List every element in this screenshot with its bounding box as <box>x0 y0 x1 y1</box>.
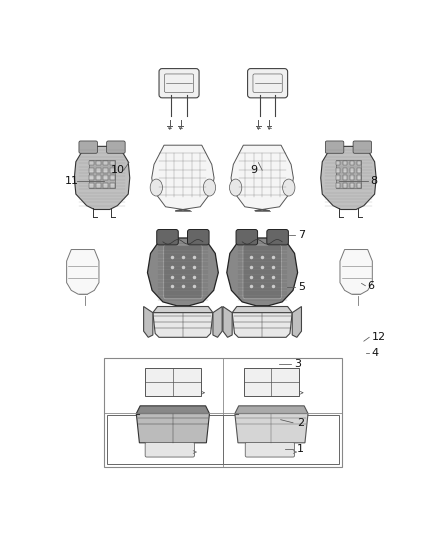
Polygon shape <box>235 406 308 414</box>
Text: 2: 2 <box>297 418 304 428</box>
Bar <box>343 183 347 188</box>
Ellipse shape <box>230 179 242 196</box>
Bar <box>110 168 115 173</box>
FancyBboxPatch shape <box>187 230 209 245</box>
Bar <box>110 175 115 180</box>
Polygon shape <box>235 414 308 443</box>
Polygon shape <box>231 145 293 211</box>
Bar <box>103 175 108 180</box>
Polygon shape <box>321 147 376 209</box>
Bar <box>96 175 101 180</box>
Text: 9: 9 <box>251 165 258 175</box>
Polygon shape <box>153 306 213 313</box>
Bar <box>103 183 108 188</box>
Ellipse shape <box>150 179 162 196</box>
FancyBboxPatch shape <box>164 245 202 299</box>
FancyBboxPatch shape <box>107 141 125 154</box>
Text: 10: 10 <box>111 165 125 175</box>
Bar <box>336 175 340 180</box>
FancyBboxPatch shape <box>247 69 288 98</box>
Polygon shape <box>152 145 214 211</box>
FancyBboxPatch shape <box>325 141 344 154</box>
Polygon shape <box>213 306 222 337</box>
Text: 12: 12 <box>371 332 386 342</box>
FancyBboxPatch shape <box>353 141 371 154</box>
FancyBboxPatch shape <box>236 230 258 245</box>
Ellipse shape <box>203 179 215 196</box>
FancyBboxPatch shape <box>79 141 97 154</box>
Bar <box>103 168 108 173</box>
Polygon shape <box>74 147 130 209</box>
FancyBboxPatch shape <box>267 230 288 245</box>
FancyBboxPatch shape <box>159 69 199 98</box>
Bar <box>89 168 94 173</box>
Text: 5: 5 <box>298 282 305 292</box>
FancyBboxPatch shape <box>145 442 194 457</box>
Bar <box>89 183 94 188</box>
Polygon shape <box>136 406 209 414</box>
Polygon shape <box>292 306 301 337</box>
Bar <box>110 160 115 165</box>
Bar <box>110 183 115 188</box>
Bar <box>89 160 115 188</box>
Text: 8: 8 <box>370 176 377 186</box>
Bar <box>96 168 101 173</box>
Bar <box>357 160 361 165</box>
FancyBboxPatch shape <box>157 230 178 245</box>
Bar <box>343 168 347 173</box>
FancyBboxPatch shape <box>243 245 282 299</box>
Polygon shape <box>232 313 292 337</box>
Bar <box>350 160 354 165</box>
Bar <box>343 175 347 180</box>
Bar <box>145 368 201 396</box>
Bar <box>107 415 339 464</box>
Bar <box>103 358 342 467</box>
Bar <box>350 183 354 188</box>
Text: 3: 3 <box>294 359 301 369</box>
Polygon shape <box>67 249 99 294</box>
Polygon shape <box>227 238 298 306</box>
Bar <box>350 175 354 180</box>
Bar <box>244 368 299 396</box>
Bar <box>357 183 361 188</box>
Text: 4: 4 <box>371 348 379 358</box>
Bar <box>357 168 361 173</box>
Bar <box>357 175 361 180</box>
Polygon shape <box>232 306 292 313</box>
Polygon shape <box>153 313 213 337</box>
Polygon shape <box>223 306 232 337</box>
Polygon shape <box>144 306 153 337</box>
Bar <box>350 168 354 173</box>
Bar <box>89 175 94 180</box>
Bar <box>103 160 108 165</box>
Bar <box>336 183 340 188</box>
Ellipse shape <box>283 179 295 196</box>
FancyBboxPatch shape <box>245 442 294 457</box>
Text: 7: 7 <box>298 230 306 240</box>
Polygon shape <box>340 249 372 294</box>
Polygon shape <box>136 414 209 443</box>
Text: 11: 11 <box>65 176 79 186</box>
Bar <box>89 160 94 165</box>
Bar <box>96 183 101 188</box>
Bar <box>336 160 340 165</box>
Text: 1: 1 <box>297 444 304 454</box>
Bar <box>96 160 101 165</box>
Bar <box>336 160 361 188</box>
Text: 6: 6 <box>367 281 374 290</box>
Bar <box>343 160 347 165</box>
Bar <box>336 168 340 173</box>
Polygon shape <box>148 238 218 306</box>
